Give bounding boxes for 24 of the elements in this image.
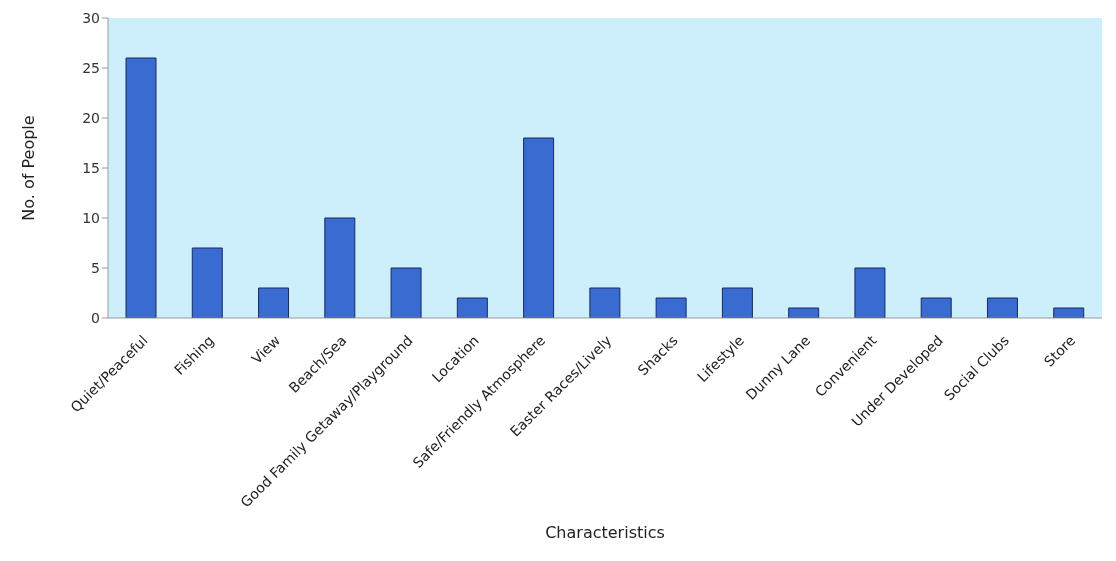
x-axis-title: Characteristics [545, 523, 665, 542]
bar [125, 57, 157, 318]
bar [920, 297, 952, 318]
y-tick-label: 25 [82, 59, 100, 76]
bar [456, 297, 488, 318]
y-tick-label: 20 [82, 109, 100, 126]
y-tick-label: 5 [91, 259, 100, 276]
bar [854, 267, 886, 318]
bar [589, 287, 621, 318]
bar [390, 267, 422, 318]
y-tick-label: 15 [82, 159, 100, 176]
bar [258, 287, 290, 318]
bar [721, 287, 753, 318]
bar [1053, 307, 1085, 318]
y-axis-title: No. of People [18, 115, 38, 221]
bar [523, 137, 555, 318]
y-tick-label: 0 [91, 309, 100, 326]
y-tick-label: 30 [82, 9, 100, 26]
bar [324, 217, 356, 318]
y-tick-label: 10 [82, 209, 100, 226]
bar [788, 307, 820, 318]
bar [986, 297, 1018, 318]
bar [655, 297, 687, 318]
bar [191, 247, 223, 318]
